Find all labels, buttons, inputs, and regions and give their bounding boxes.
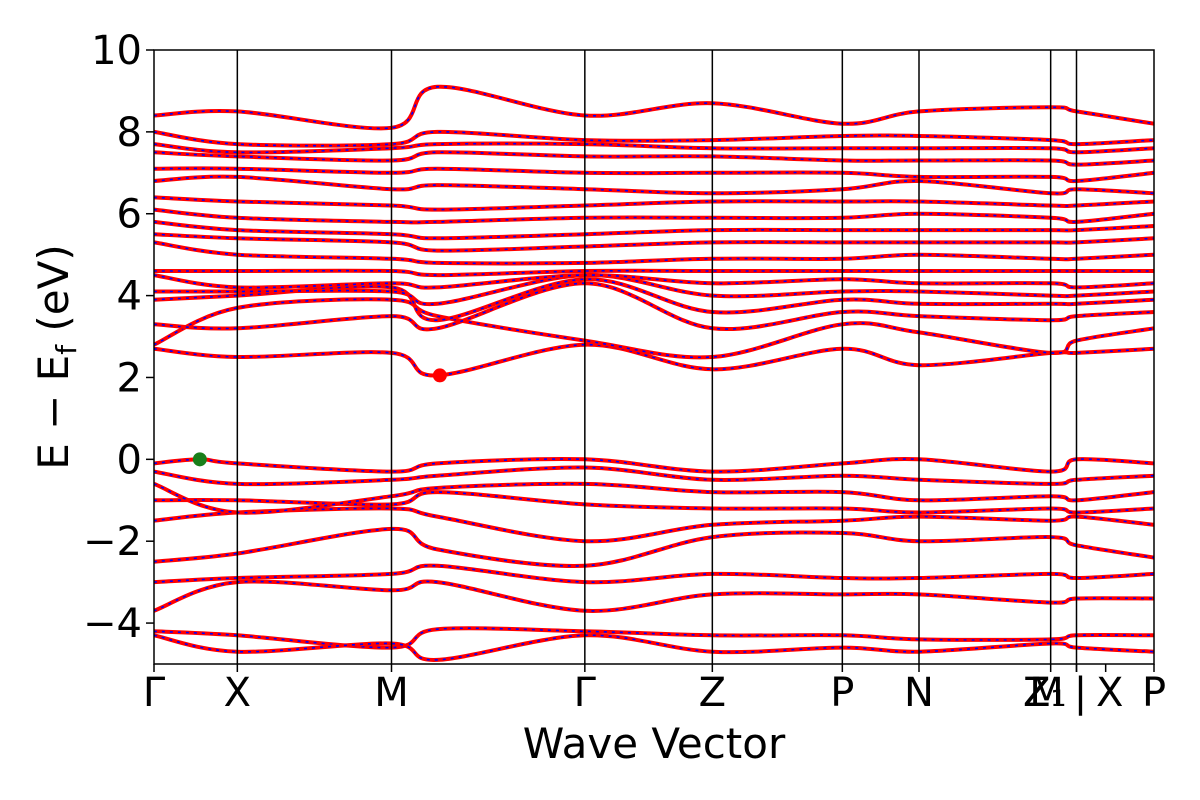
x-tick-label: P bbox=[1142, 670, 1166, 716]
x-axis-label: Wave Vector bbox=[523, 719, 786, 768]
band-wannier-16 bbox=[153, 274, 1155, 289]
y-tick-label: 4 bbox=[117, 274, 142, 320]
band-wannier-7 bbox=[153, 491, 1155, 514]
band-wannier-3 bbox=[153, 580, 1155, 612]
x-tick-label: Γ bbox=[143, 670, 166, 716]
band-dft-4 bbox=[153, 563, 1155, 585]
band-dft-3 bbox=[153, 579, 1155, 613]
band-wannier-6 bbox=[153, 507, 1155, 543]
band-lines bbox=[153, 84, 1155, 662]
band-dft-25 bbox=[153, 150, 1155, 167]
x-tick-label: N bbox=[904, 670, 934, 716]
y-tick-label: 2 bbox=[117, 355, 142, 401]
band-dft-24 bbox=[153, 166, 1155, 184]
y-tick-label: −2 bbox=[83, 519, 142, 565]
y-axis-label-main: E − E bbox=[29, 355, 78, 470]
y-tick-label: 0 bbox=[117, 437, 142, 483]
x-tick-label: Z bbox=[699, 670, 726, 716]
band-dft-9 bbox=[153, 465, 1155, 487]
x-tick-label: M bbox=[374, 670, 409, 716]
y-axis-ticks: −4 −2 0 2 4 6 8 10 bbox=[83, 28, 154, 647]
y-tick-label: −4 bbox=[83, 601, 142, 647]
y-tick-label: 6 bbox=[117, 192, 142, 238]
band-wannier-27 bbox=[153, 131, 1155, 147]
band-dft-19 bbox=[153, 232, 1155, 253]
x-tick-label: P bbox=[830, 670, 854, 716]
conduction-band-minimum-marker bbox=[432, 368, 447, 383]
band-dft-6 bbox=[153, 506, 1155, 544]
y-tick-label: 8 bbox=[117, 110, 142, 156]
band-wannier-2 bbox=[153, 634, 1155, 661]
valence-band-maximum-marker bbox=[192, 452, 207, 467]
band-dft-28 bbox=[153, 84, 1155, 131]
x-tick-label: X bbox=[1096, 670, 1123, 716]
band-wannier-11 bbox=[153, 343, 1155, 377]
band-wannier-9 bbox=[153, 466, 1155, 485]
band-wannier-28 bbox=[153, 85, 1155, 130]
x-tick-label: Γ bbox=[574, 670, 597, 716]
y-axis-label-subscript: f bbox=[50, 344, 83, 355]
band-dft-11 bbox=[153, 342, 1155, 378]
band-edge-markers bbox=[192, 368, 447, 467]
y-axis-label-unit: (eV) bbox=[29, 244, 78, 345]
band-dft-27 bbox=[153, 129, 1155, 148]
x-tick-label: Z₁ bbox=[1023, 670, 1066, 716]
high-symmetry-lines bbox=[236, 50, 1078, 664]
band-dft-23 bbox=[153, 174, 1155, 196]
band-wannier-4 bbox=[153, 564, 1155, 584]
x-tick-label: | bbox=[1074, 670, 1087, 716]
plot-frame bbox=[153, 49, 1155, 665]
band-wannier-14 bbox=[153, 278, 1155, 322]
band-dft-10 bbox=[153, 457, 1155, 474]
x-tick-label: M bbox=[1029, 670, 1064, 716]
x-axis-ticks: Γ X M Γ Z P N Z₁M | X P bbox=[143, 664, 1166, 716]
y-tick-label: 10 bbox=[91, 28, 142, 74]
y-axis-label: E − Ef (eV) bbox=[29, 244, 83, 470]
x-tick-label: X bbox=[224, 670, 251, 716]
